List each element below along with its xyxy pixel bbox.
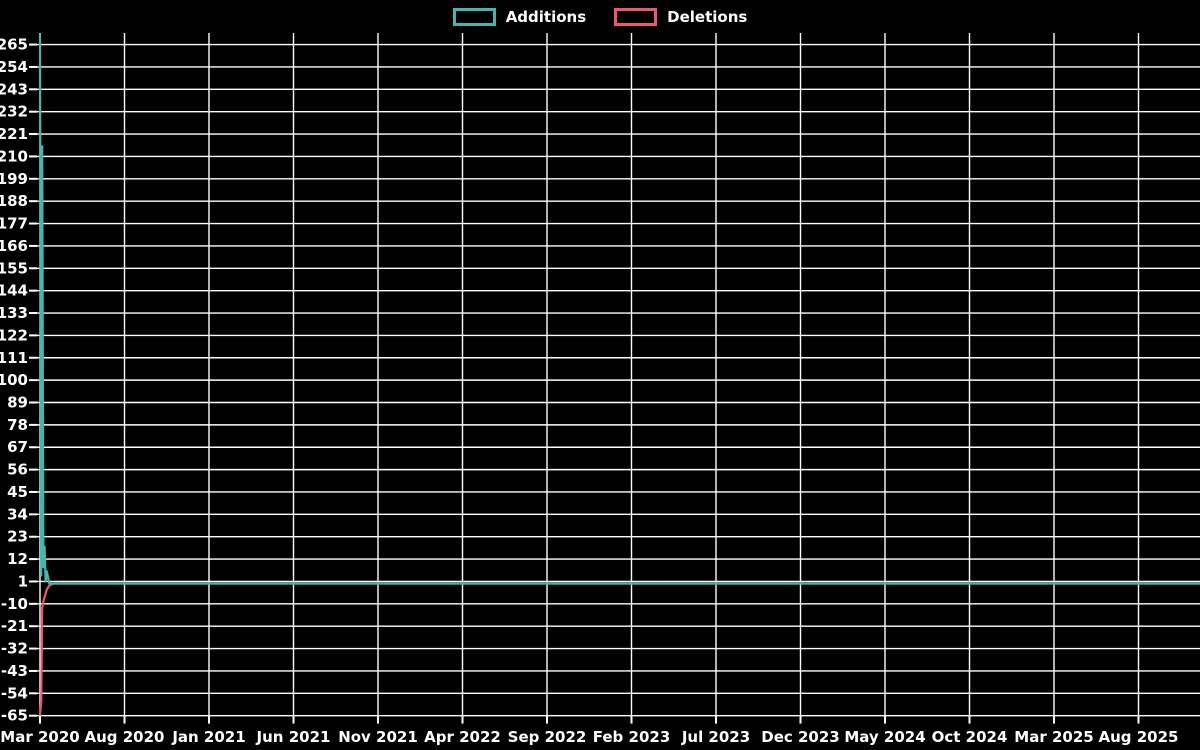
y-axis-label: 144 [0, 282, 28, 300]
x-axis-label: Nov 2021 [338, 728, 418, 746]
y-axis-label: 12 [7, 550, 28, 568]
y-axis-label: 89 [7, 394, 28, 412]
deletions-swatch [614, 8, 658, 26]
y-axis-label: 122 [0, 326, 28, 344]
x-axis-label: May 2024 [844, 728, 925, 746]
y-axis-label: 243 [0, 80, 28, 98]
x-axis-label: Jun 2021 [256, 728, 331, 746]
y-axis-label: 155 [0, 259, 28, 277]
y-axis-label: 133 [0, 304, 28, 322]
additions-swatch [452, 8, 496, 26]
y-axis-label: 23 [7, 528, 28, 546]
y-axis-label: 199 [0, 170, 28, 188]
y-axis-label: 67 [7, 438, 28, 456]
y-axis-label: 188 [0, 192, 28, 210]
x-axis-label: Mar 2020 [0, 728, 79, 746]
y-axis-label: 177 [0, 215, 28, 233]
y-axis-label: -43 [1, 662, 28, 680]
x-axis-label: Aug 2020 [85, 728, 165, 746]
x-axis-label: Jul 2023 [681, 728, 750, 746]
y-axis-label: 56 [7, 461, 28, 479]
y-axis-label: 1 [18, 572, 28, 590]
y-axis-label: 78 [7, 416, 28, 434]
y-axis-label: 111 [0, 349, 28, 367]
y-axis-label: 34 [7, 505, 28, 523]
y-axis-label: -65 [1, 707, 28, 725]
y-axis-label: 210 [0, 147, 28, 165]
y-axis-label: 45 [7, 483, 28, 501]
y-axis-label: -54 [1, 684, 28, 702]
x-axis-label: Apr 2022 [424, 728, 501, 746]
x-axis-label: Sep 2022 [508, 728, 587, 746]
additions-line [38, 34, 1200, 585]
y-axis-label: 166 [0, 237, 28, 255]
y-axis-label: 254 [0, 58, 28, 76]
y-axis-label: -10 [1, 595, 28, 613]
x-axis-label: Oct 2024 [932, 728, 1008, 746]
y-axis-label: 232 [0, 103, 28, 121]
legend-item-additions[interactable]: Additions [452, 8, 587, 26]
y-axis-label: 265 [0, 36, 28, 54]
deletions-legend-label: Deletions [667, 8, 748, 26]
y-axis-label: 221 [0, 125, 28, 143]
additions-legend-label: Additions [505, 8, 587, 26]
legend-item-deletions[interactable]: Deletions [614, 8, 747, 26]
y-axis-label: 100 [0, 371, 28, 389]
x-axis-label: Jan 2021 [171, 728, 245, 746]
chart-legend: Additions Deletions [0, 8, 1200, 26]
x-axis-label: Aug 2025 [1099, 728, 1179, 746]
y-axis-label: -21 [1, 617, 28, 635]
x-axis-label: Dec 2023 [761, 728, 840, 746]
x-axis-label: Mar 2025 [1014, 728, 1093, 746]
x-axis-label: Feb 2023 [593, 728, 671, 746]
y-axis-label: -32 [1, 640, 28, 658]
